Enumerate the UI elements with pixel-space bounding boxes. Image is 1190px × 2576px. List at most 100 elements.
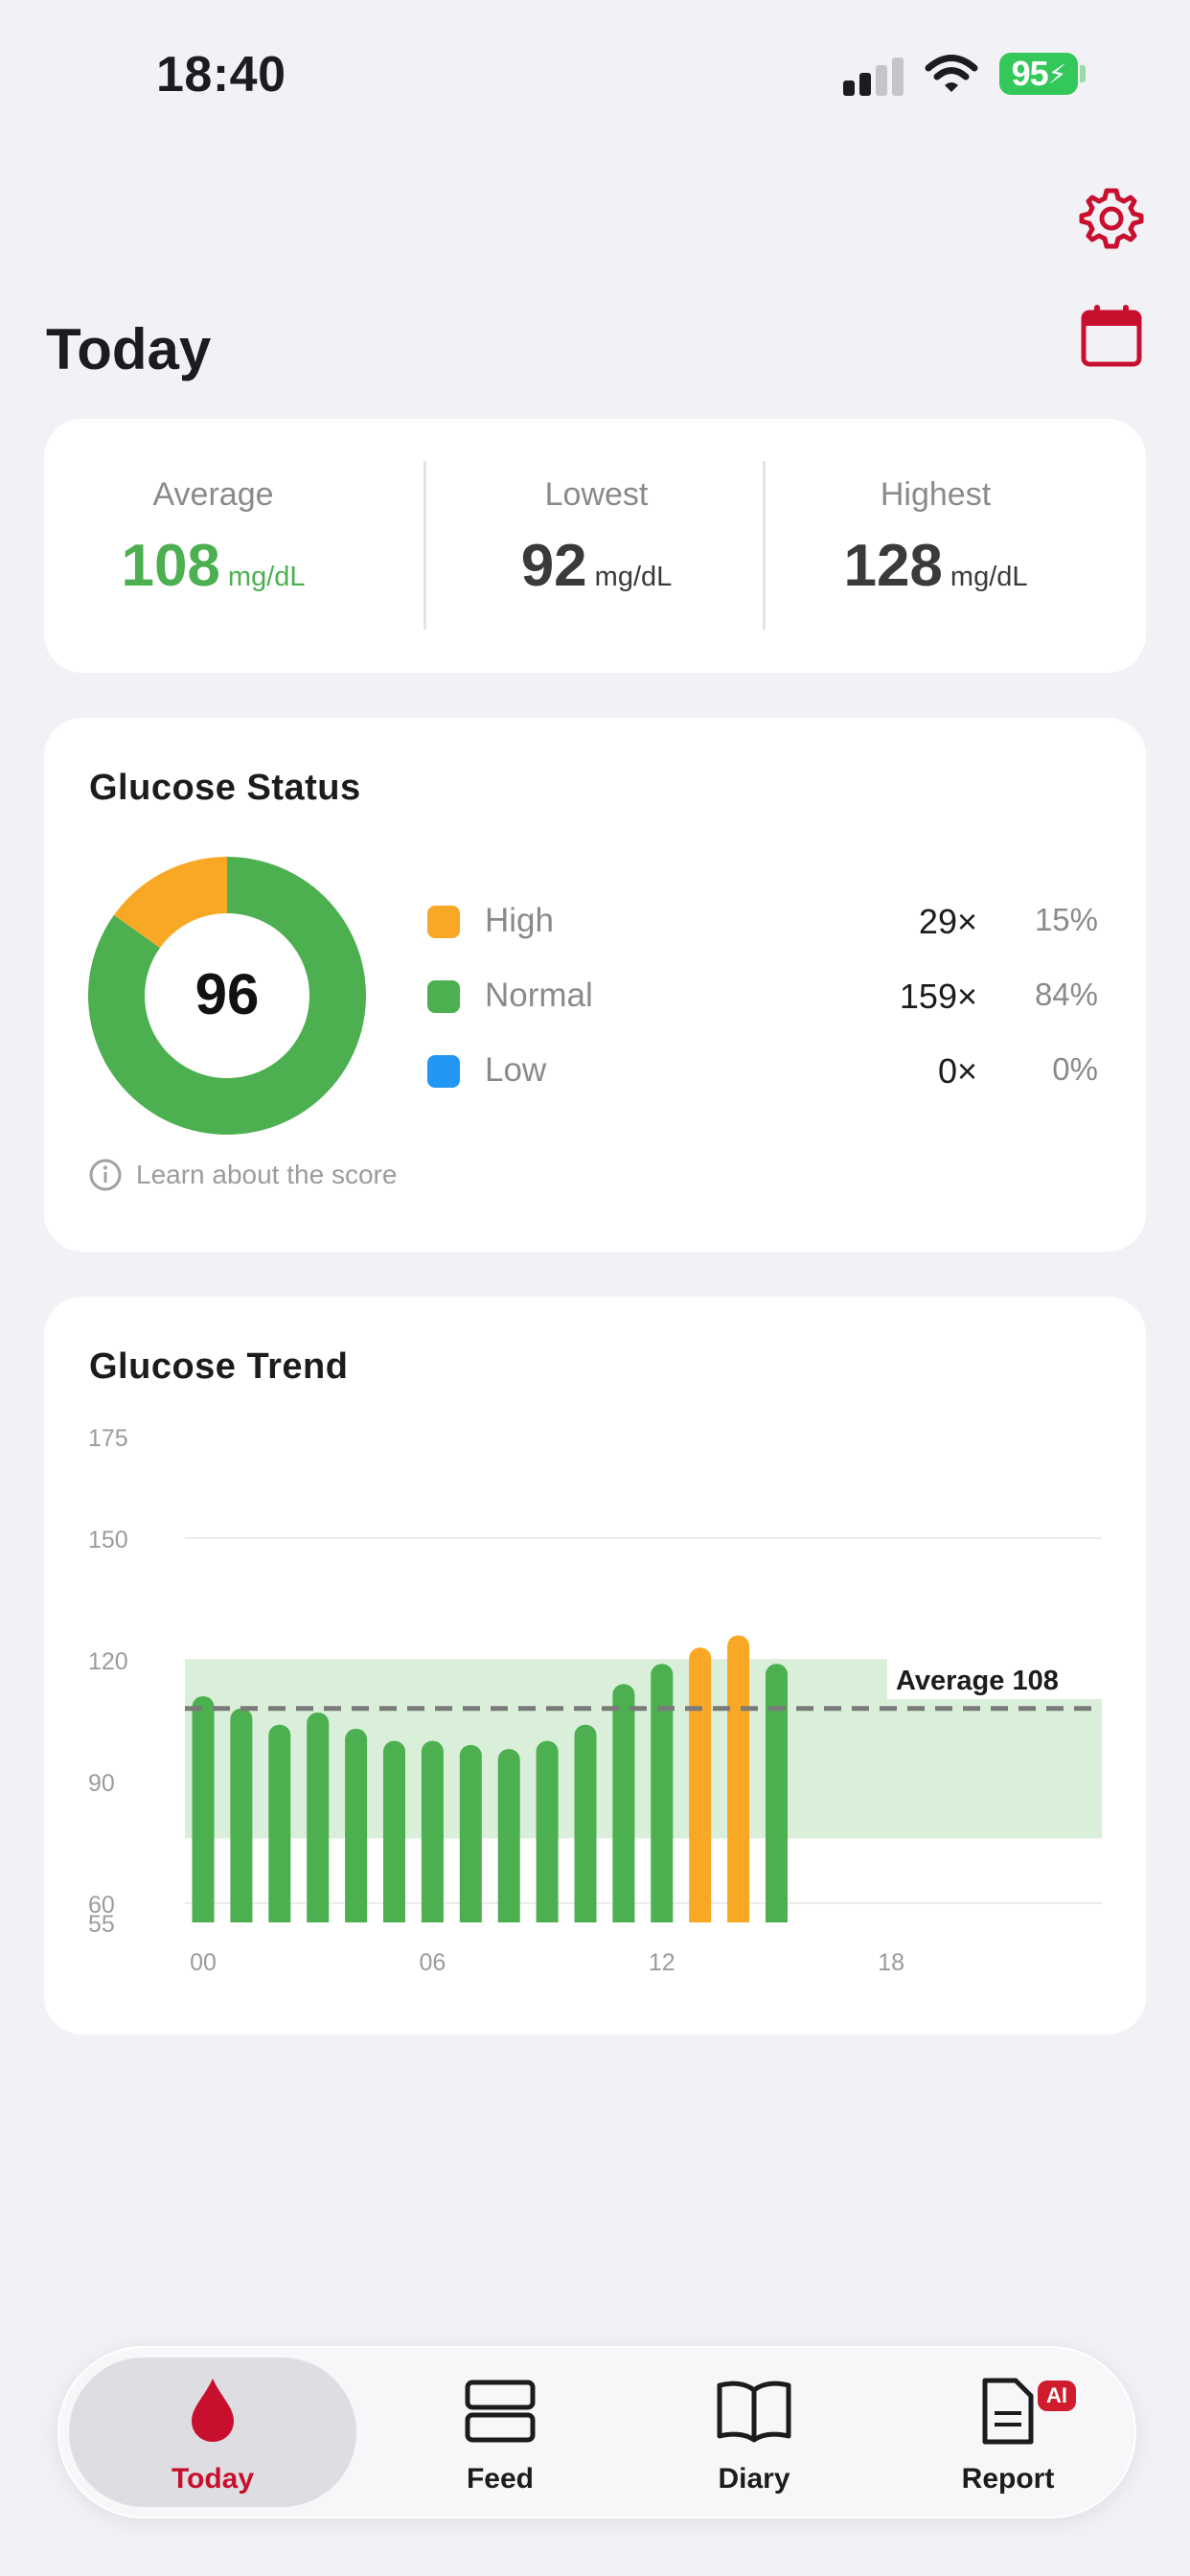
trend-bar-base xyxy=(459,1911,482,1922)
lowest-label: Lowest xyxy=(544,476,649,513)
legend-percent: 84% xyxy=(1034,977,1098,1012)
trend-bar-base xyxy=(651,1911,674,1922)
average-label: Average xyxy=(152,476,274,513)
normal-swatch xyxy=(427,980,460,1013)
trend-bar xyxy=(268,1724,291,1922)
drop-icon xyxy=(192,2379,234,2442)
page-title: Today xyxy=(46,317,212,381)
learn-text: Learn about the score xyxy=(136,1160,398,1189)
y-tick-label: 120 xyxy=(88,1648,128,1675)
legend-normal: Normal 159× 84% xyxy=(427,973,1098,1021)
highest-label: Highest xyxy=(880,476,992,513)
summary-card: Average 108 mg/dL Lowest 92 mg/dL Highes… xyxy=(44,419,1146,673)
trend-bar-base xyxy=(766,1911,788,1922)
high-swatch xyxy=(427,906,460,938)
legend-label: Low xyxy=(485,1051,547,1089)
trend-bar-base xyxy=(689,1911,712,1922)
ai-badge: AI xyxy=(1038,2380,1076,2411)
battery-icon: 95 ⚡ xyxy=(999,53,1078,95)
legend-percent: 15% xyxy=(1034,902,1098,937)
highest-unit: mg/dL xyxy=(950,562,1028,592)
trend-bar xyxy=(345,1728,368,1922)
trend-bar-base xyxy=(536,1911,559,1922)
highest-stat: Highest 128 mg/dL xyxy=(767,419,1105,673)
wifi-icon xyxy=(925,55,978,92)
trend-bar-base xyxy=(421,1911,444,1922)
trend-bar xyxy=(766,1664,788,1922)
info-icon xyxy=(89,1159,122,1191)
y-tick-label: 175 xyxy=(88,1425,128,1452)
tab-today[interactable]: Today xyxy=(69,2358,356,2507)
average-label: Average 108 xyxy=(896,1666,1059,1696)
trend-title: Glucose Trend xyxy=(89,1346,349,1387)
glucose-trend-card[interactable]: Glucose Trend Average 108 175 150 120 90 60 5… xyxy=(44,1297,1146,2035)
tab-diary[interactable]: Diary xyxy=(634,2358,874,2507)
trend-bar xyxy=(307,1713,330,1922)
x-tick-label: 00 xyxy=(190,1949,217,1976)
trend-bar xyxy=(689,1647,712,1922)
trend-bar-base xyxy=(192,1911,215,1922)
trend-bar xyxy=(651,1664,674,1922)
status-title: Glucose Status xyxy=(89,768,361,808)
glucose-status-card[interactable]: Glucose Status 96 High 29× 15% Normal 15… xyxy=(44,718,1146,1252)
trend-bar xyxy=(383,1740,405,1922)
signal-icon xyxy=(843,56,904,96)
y-tick-label: 90 xyxy=(88,1770,115,1797)
report-icon xyxy=(982,2378,1034,2445)
trend-bar xyxy=(192,1696,215,1922)
legend-label: High xyxy=(485,902,554,939)
tab-feed[interactable]: Feed xyxy=(380,2358,620,2507)
low-swatch xyxy=(427,1055,460,1088)
score-value: 96 xyxy=(195,962,260,1026)
book-icon xyxy=(717,2380,791,2443)
calendar-icon[interactable] xyxy=(1078,303,1145,370)
trend-bar-base xyxy=(727,1911,750,1922)
tab-label: Feed xyxy=(466,2463,535,2495)
trend-bar xyxy=(574,1724,597,1922)
donut-segment-high xyxy=(113,857,227,949)
highest-value: 128 xyxy=(843,533,943,599)
trend-bar xyxy=(727,1635,750,1922)
trend-bar xyxy=(497,1749,520,1922)
trend-bar-base xyxy=(345,1911,368,1922)
legend-count: 0× xyxy=(937,1051,977,1091)
lowest-stat: Lowest 92 mg/dL xyxy=(427,419,766,673)
lowest-value: 92 xyxy=(520,533,587,599)
gear-icon[interactable] xyxy=(1078,185,1145,252)
legend-high: High 29× 15% xyxy=(427,898,1098,946)
legend-count: 159× xyxy=(899,977,977,1016)
x-tick-label: 06 xyxy=(419,1949,446,1976)
status-donut: 96 xyxy=(88,857,366,1135)
trend-bar-base xyxy=(612,1911,635,1922)
trend-bar xyxy=(536,1740,559,1922)
learn-about-score-link[interactable]: Learn about the score xyxy=(88,1158,397,1192)
trend-bar-base xyxy=(574,1911,597,1922)
tab-label: Diary xyxy=(718,2463,790,2495)
feed-icon xyxy=(465,2380,536,2443)
battery-level: 95 xyxy=(1011,54,1049,93)
average-stat: Average 108 mg/dL xyxy=(44,419,382,673)
average-unit: mg/dL xyxy=(227,562,306,592)
tab-bar: Today Feed Diary AI Report xyxy=(57,2346,1136,2518)
average-label-bg xyxy=(887,1658,1117,1699)
y-tick-label: 150 xyxy=(88,1527,128,1553)
legend-low: Low 0× 0% xyxy=(427,1047,1098,1095)
legend-percent: 0% xyxy=(1052,1051,1098,1087)
trend-bar-base xyxy=(268,1911,291,1922)
legend-count: 29× xyxy=(918,902,977,941)
trend-bar-base xyxy=(497,1911,520,1922)
tab-label: Today xyxy=(171,2463,255,2495)
tab-label: Report xyxy=(961,2463,1055,2495)
trend-bar-base xyxy=(383,1911,405,1922)
x-tick-label: 12 xyxy=(649,1949,675,1976)
average-value: 108 xyxy=(121,533,220,599)
divider xyxy=(423,461,426,630)
tab-report[interactable]: AI Report xyxy=(888,2358,1128,2507)
trend-bar-base xyxy=(307,1911,330,1922)
y-tick-label: 55 xyxy=(88,1911,115,1938)
trend-bar xyxy=(459,1744,482,1922)
status-time: 18:40 xyxy=(156,47,286,103)
trend-bar xyxy=(421,1740,444,1922)
y-tick-label: 60 xyxy=(88,1892,115,1919)
